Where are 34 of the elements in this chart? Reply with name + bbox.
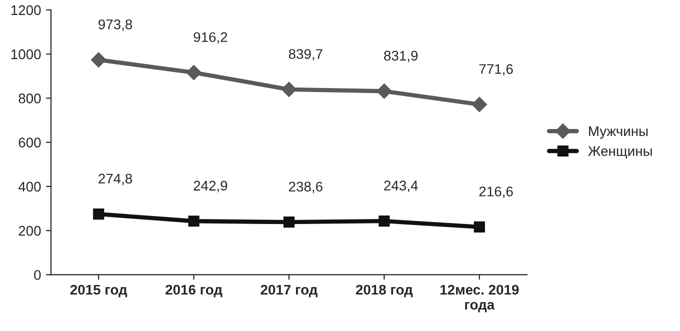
point	[376, 84, 392, 99]
y-tick-label: 800	[18, 94, 41, 104]
data-label: 973,8	[98, 19, 132, 31]
x-tick-label: 2018 год	[356, 284, 413, 298]
point	[186, 64, 202, 80]
data-label: 274,8	[98, 174, 132, 186]
point	[283, 216, 295, 228]
x-tick-label: 12мес. 2019 года	[440, 284, 519, 312]
legend-label: Женщины	[588, 146, 652, 159]
point	[378, 215, 390, 227]
data-label: 839,7	[288, 49, 322, 61]
point	[474, 221, 485, 232]
data-label: 216,6	[479, 186, 513, 198]
x-tick-label: 2017 год	[260, 284, 318, 298]
data-label: 243,4	[384, 180, 418, 192]
y-tick-label: 200	[18, 226, 41, 236]
point	[91, 52, 106, 68]
legend-label: Мужчины	[589, 126, 648, 139]
data-label: 238,6	[288, 182, 322, 194]
data-label: 831,9	[384, 50, 418, 62]
x-tick-label: 2016 год	[166, 284, 222, 298]
point	[281, 82, 297, 98]
point	[93, 208, 104, 220]
y-tick-label: 400	[18, 182, 41, 192]
x-tick-label: 2015 год	[70, 284, 128, 298]
y-tick-label: 1000	[11, 49, 41, 60]
data-label: 916,2	[194, 32, 228, 44]
point	[188, 216, 200, 227]
y-tick-label: 1200	[11, 5, 41, 16]
data-label: 242,9	[194, 180, 228, 192]
point	[472, 96, 487, 112]
data-label: 771,6	[479, 64, 513, 76]
y-tick-label: 600	[18, 138, 41, 148]
y-tick-label: 0	[34, 270, 41, 280]
